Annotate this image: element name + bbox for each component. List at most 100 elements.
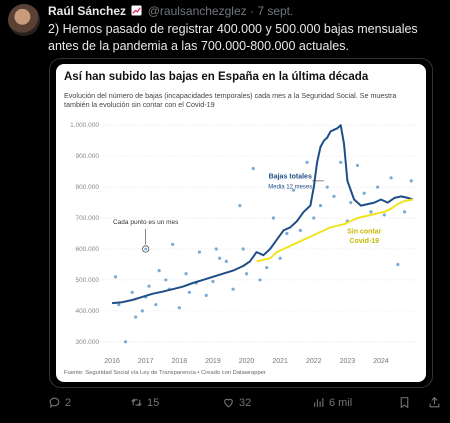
scatter-point	[123, 340, 128, 344]
bookmark-icon	[400, 397, 409, 409]
scatter-point	[238, 204, 242, 208]
chart-subtitle: Evolución del número de bajas (incapacid…	[64, 91, 397, 109]
scatter-point	[214, 247, 218, 251]
chart-image: Así han subido las bajas en España en la…	[56, 64, 426, 382]
x-tick-label: 2024	[373, 358, 389, 365]
scatter-point	[157, 269, 161, 273]
bookmark-button[interactable]	[398, 396, 411, 409]
scatter-point	[389, 176, 393, 180]
series-line-bajas-totales	[112, 124, 414, 305]
scatter-point	[117, 303, 121, 307]
reply-count: 2	[65, 396, 72, 409]
scatter-point	[224, 259, 228, 263]
scatter-point	[184, 272, 188, 276]
scatter-point	[271, 216, 276, 220]
avatar[interactable]	[8, 4, 40, 36]
scatter-point	[258, 278, 262, 282]
chart-source: Fuente: Seguridad Social vía Ley de Tran…	[64, 370, 266, 376]
scatter-point	[402, 210, 407, 214]
scatter-point	[170, 242, 175, 246]
scatter-point	[362, 191, 366, 195]
scatter-point	[355, 163, 360, 168]
scatter-point	[218, 256, 222, 260]
scatter-point	[187, 290, 192, 294]
scatter-point	[332, 194, 336, 198]
action-bar: 2 15 32 6 mil	[48, 396, 448, 412]
x-tick-label: 2019	[205, 358, 221, 365]
scatter-point	[197, 250, 202, 254]
scatter-point	[177, 306, 181, 310]
chart-title: Así han subido las bajas en España en la…	[64, 71, 369, 83]
views-icon	[314, 398, 324, 407]
scatter-point	[318, 204, 323, 208]
annotation-dot	[144, 247, 148, 251]
y-tick-label: 300.000	[76, 339, 100, 346]
y-tick-label: 500.000	[76, 277, 100, 284]
series-line-sin-covid	[256, 198, 414, 263]
author-name[interactable]: Raúl Sánchez	[48, 4, 127, 18]
scatter-point	[204, 293, 208, 297]
separator: ·	[249, 4, 254, 18]
scatter-point	[312, 216, 316, 220]
retweet-count: 15	[147, 396, 160, 409]
reply-icon	[49, 397, 60, 409]
x-tick-label: 2021	[272, 358, 288, 365]
media-card[interactable]: Así han subido las bajas en España en la…	[49, 58, 433, 388]
scatter-point	[164, 278, 168, 282]
scatter-point	[147, 284, 151, 288]
reply-button[interactable]: 2	[48, 396, 71, 409]
x-tick-label: 2022	[306, 358, 322, 365]
tweet-date[interactable]: 7 sept.	[257, 4, 294, 18]
chart-emoji-icon	[131, 5, 142, 16]
views-button[interactable]: 6 mil	[312, 396, 352, 409]
scatter-point	[130, 290, 134, 294]
series-label-sub: Covid-19	[349, 238, 379, 245]
scatter-point	[298, 228, 302, 233]
scatter-point	[409, 179, 413, 183]
share-icon	[429, 396, 440, 408]
y-tick-label: 800.000	[76, 184, 100, 191]
tweet-text: 2) Hemos pasado de registrar 400.000 y 5…	[48, 22, 418, 53]
scatter-point	[113, 275, 118, 279]
y-tick-label: 700.000	[76, 215, 100, 222]
scatter-point	[244, 272, 249, 276]
y-tick-label: 600.000	[76, 246, 100, 253]
scatter-point	[305, 160, 309, 164]
scatter-point	[154, 303, 158, 307]
series-label: Sin contar	[347, 229, 382, 236]
y-tick-label: 1.000.000	[70, 122, 99, 129]
scatter-point	[339, 160, 343, 164]
scatter-point	[285, 231, 289, 236]
series-label: Bajas totales	[269, 173, 312, 180]
scatter-point	[251, 166, 255, 171]
y-tick-label: 400.000	[76, 308, 100, 315]
scatter-point	[278, 256, 282, 260]
retweet-icon	[131, 398, 142, 407]
author-handle[interactable]: @raulsanchezglez	[147, 4, 247, 18]
x-tick-label: 2018	[172, 358, 188, 365]
scatter-point	[349, 200, 353, 205]
scatter-point	[376, 185, 380, 189]
scatter-point	[369, 210, 373, 214]
share-button[interactable]	[428, 396, 441, 409]
y-tick-label: 900.000	[76, 153, 100, 160]
view-count: 6 mil	[329, 396, 353, 409]
retweet-button[interactable]: 15	[130, 396, 159, 409]
chart-svg: 300.000 400.000 500.000 600.000 700.000 800.0…	[70, 122, 418, 365]
annotation-text: Cada punto es un mes	[113, 219, 179, 226]
scatter-point	[134, 315, 138, 319]
x-tick-label: 2017	[138, 358, 154, 365]
scatter-point	[231, 287, 235, 291]
like-button[interactable]: 32	[222, 396, 251, 409]
scatter-point	[382, 213, 386, 217]
x-tick-label: 2016	[104, 358, 120, 365]
scatter-point	[241, 247, 245, 251]
scatter-point	[140, 309, 144, 313]
scatter-point	[292, 188, 296, 192]
like-icon	[224, 398, 233, 408]
series-label-sub: Media 12 meses	[268, 185, 312, 191]
scatter-point	[265, 265, 269, 270]
tweet-header: Raúl Sánchez @raulsanchezglez · 7 sept.	[48, 4, 293, 18]
scatter-point	[325, 185, 329, 189]
